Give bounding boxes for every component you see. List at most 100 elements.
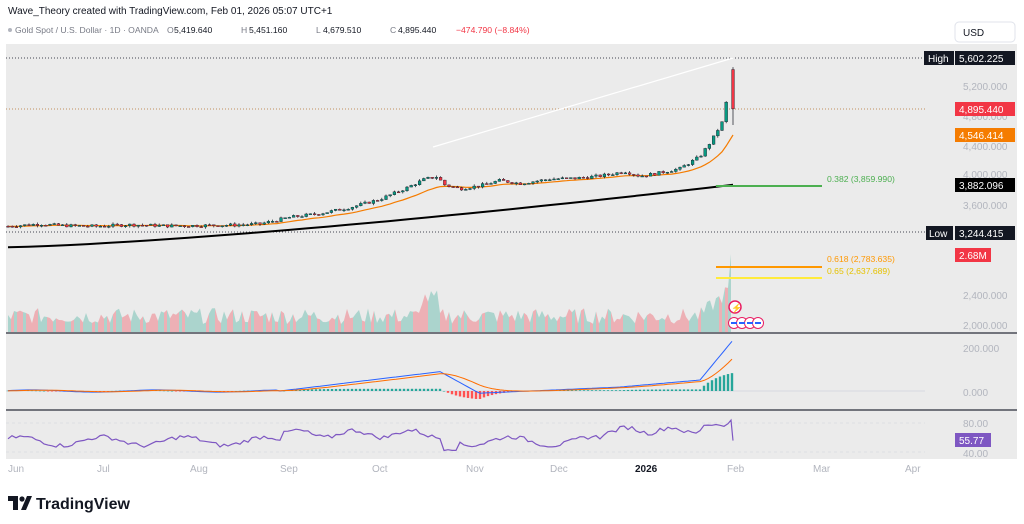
- candle[interactable]: [123, 225, 128, 227]
- candle[interactable]: [380, 199, 384, 201]
- candle[interactable]: [292, 215, 296, 218]
- candle[interactable]: [636, 174, 640, 177]
- ema-long-line[interactable]: [7, 183, 734, 249]
- candle[interactable]: [170, 224, 174, 228]
- economic-events-icons[interactable]: [728, 317, 764, 329]
- candle[interactable]: [35, 224, 39, 226]
- candle[interactable]: [115, 223, 119, 226]
- candle[interactable]: [724, 101, 728, 122]
- candle[interactable]: [40, 225, 44, 227]
- candle[interactable]: [140, 224, 144, 227]
- candle[interactable]: [287, 217, 291, 219]
- trend-line[interactable]: [432, 57, 734, 148]
- candle[interactable]: [81, 225, 86, 227]
- candle[interactable]: [640, 175, 644, 178]
- candle[interactable]: [308, 213, 312, 215]
- candle[interactable]: [497, 179, 501, 182]
- candle[interactable]: [716, 130, 720, 137]
- candle[interactable]: [590, 175, 594, 179]
- candle[interactable]: [346, 209, 350, 211]
- candle[interactable]: [69, 224, 73, 228]
- candle[interactable]: [443, 179, 447, 186]
- candle[interactable]: [409, 185, 413, 188]
- candle[interactable]: [619, 172, 623, 174]
- candle[interactable]: [266, 221, 270, 224]
- candle[interactable]: [61, 224, 65, 226]
- candle[interactable]: [10, 226, 14, 228]
- candle[interactable]: [451, 186, 455, 188]
- candle[interactable]: [523, 183, 527, 186]
- candle[interactable]: [665, 172, 669, 174]
- candle[interactable]: [258, 222, 262, 225]
- candlestick-series[interactable]: [6, 67, 735, 229]
- candle[interactable]: [296, 215, 300, 217]
- candle[interactable]: [485, 183, 489, 185]
- candle[interactable]: [699, 155, 703, 158]
- candle[interactable]: [535, 180, 539, 183]
- candle[interactable]: [686, 164, 690, 166]
- candle[interactable]: [628, 172, 632, 175]
- candle[interactable]: [186, 226, 191, 228]
- candle[interactable]: [178, 225, 182, 227]
- candle[interactable]: [388, 194, 392, 197]
- candle[interactable]: [199, 226, 203, 228]
- candle[interactable]: [644, 175, 648, 178]
- candle[interactable]: [182, 225, 186, 227]
- candle[interactable]: [212, 224, 216, 226]
- candle[interactable]: [661, 171, 665, 174]
- candle[interactable]: [682, 165, 686, 168]
- rsi-pane[interactable]: [6, 411, 1017, 459]
- candle[interactable]: [203, 224, 207, 228]
- candle[interactable]: [245, 224, 249, 226]
- candle[interactable]: [144, 225, 149, 227]
- candle[interactable]: [157, 224, 161, 227]
- candle[interactable]: [464, 189, 468, 191]
- candle[interactable]: [657, 171, 661, 176]
- macd-pane[interactable]: [6, 334, 1017, 409]
- candle[interactable]: [731, 69, 735, 110]
- candle[interactable]: [191, 225, 195, 227]
- candle[interactable]: [581, 176, 585, 179]
- candle[interactable]: [720, 121, 724, 131]
- candle[interactable]: [86, 225, 90, 228]
- candle[interactable]: [405, 186, 409, 192]
- macd-signal-line[interactable]: [7, 358, 733, 393]
- candle[interactable]: [132, 223, 136, 227]
- candle[interactable]: [313, 213, 317, 215]
- candle[interactable]: [556, 178, 560, 180]
- candle[interactable]: [455, 186, 459, 189]
- dividend-event-icon[interactable]: [728, 300, 742, 314]
- candle[interactable]: [607, 173, 611, 176]
- candle[interactable]: [355, 205, 359, 208]
- candle[interactable]: [632, 174, 636, 176]
- candle[interactable]: [161, 224, 165, 226]
- candle[interactable]: [233, 223, 237, 227]
- candle[interactable]: [527, 183, 531, 185]
- candle[interactable]: [174, 224, 178, 227]
- candle[interactable]: [249, 223, 254, 225]
- candle[interactable]: [65, 224, 69, 228]
- candle[interactable]: [102, 225, 107, 228]
- time-axis[interactable]: Jun Jul Aug Sep Oct Nov Dec 2026 Feb Mar…: [8, 464, 921, 475]
- candle[interactable]: [401, 190, 405, 193]
- candle[interactable]: [695, 156, 699, 161]
- candle[interactable]: [468, 188, 472, 190]
- candle[interactable]: [623, 172, 627, 175]
- candle[interactable]: [434, 177, 438, 179]
- candle[interactable]: [136, 224, 140, 227]
- candle[interactable]: [649, 173, 653, 177]
- candle[interactable]: [418, 180, 422, 185]
- rsi-line[interactable]: [7, 418, 734, 452]
- candle[interactable]: [350, 207, 354, 210]
- candle[interactable]: [304, 213, 308, 217]
- candle[interactable]: [413, 184, 417, 186]
- candle[interactable]: [577, 176, 581, 180]
- candle[interactable]: [514, 182, 518, 185]
- candle[interactable]: [371, 200, 375, 204]
- candle[interactable]: [216, 225, 220, 227]
- candle[interactable]: [506, 180, 510, 183]
- candle[interactable]: [510, 182, 514, 184]
- candle[interactable]: [602, 173, 606, 177]
- candle[interactable]: [52, 223, 56, 225]
